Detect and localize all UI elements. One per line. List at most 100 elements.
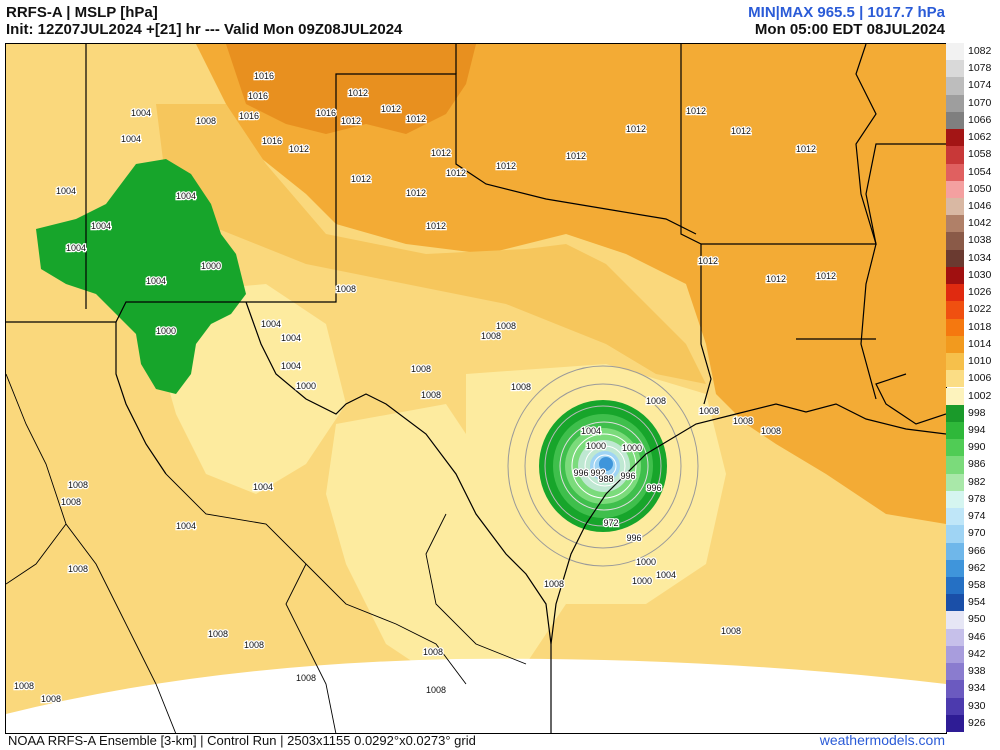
- colorbar-swatch: [946, 94, 964, 112]
- colorbar-swatch: [946, 628, 964, 646]
- colorbar-label: 994: [968, 423, 986, 436]
- colorbar-step: 1054: [946, 163, 1000, 181]
- colorbar-step: 986: [946, 456, 1000, 474]
- colorbar-step: 1058: [946, 146, 1000, 164]
- isobar-label: 1012: [289, 144, 309, 154]
- colorbar-step: 950: [946, 611, 1000, 629]
- colorbar-step: 1038: [946, 232, 1000, 250]
- isobar-label: 1016: [248, 91, 268, 101]
- isobar-label: 1008: [721, 626, 741, 636]
- colorbar-label: 954: [968, 596, 986, 609]
- isobar-label: 1000: [622, 443, 642, 453]
- colorbar-swatch: [946, 680, 964, 698]
- isobar-label: 1008: [421, 390, 441, 400]
- colorbar-step: 990: [946, 439, 1000, 457]
- isobar-label: 1004: [131, 108, 151, 118]
- colorbar-swatch: [946, 232, 964, 250]
- colorbar-swatch: [946, 163, 964, 181]
- isobar-label: 1012: [686, 106, 706, 116]
- colorbar-label: 1062: [968, 131, 992, 144]
- coastline: [550, 373, 946, 733]
- colorbar-swatch: [946, 249, 964, 267]
- colorbar-label: 1002: [968, 389, 992, 402]
- colorbar-step: 1050: [946, 180, 1000, 199]
- colorbar-swatch: [946, 198, 964, 216]
- colorbar-swatch: [946, 215, 964, 233]
- isobar-label: 1004: [176, 191, 196, 201]
- isobar-label: 1004: [253, 482, 273, 492]
- colorbar-swatch: [946, 60, 964, 78]
- isobar-label: 1004: [56, 186, 76, 196]
- isobar-label: 996: [626, 533, 641, 543]
- colorbar-swatch: [946, 43, 964, 61]
- isobar-label: 1008: [61, 497, 81, 507]
- isobar-label: 1008: [423, 647, 443, 657]
- isobar-label: 1008: [699, 406, 719, 416]
- colorbar-label: 998: [968, 406, 986, 419]
- domain-edge: [6, 658, 946, 733]
- colorbar-step: 1042: [946, 215, 1000, 233]
- colorbar-step: 1046: [946, 198, 1000, 216]
- colorbar-swatch: [946, 77, 964, 95]
- colorbar-step: 958: [946, 576, 1000, 595]
- colorbar-swatch: [946, 129, 964, 147]
- site-link[interactable]: weathermodels.com: [819, 732, 945, 748]
- colorbar-label: 962: [968, 561, 986, 574]
- isobar-label: 992: [590, 468, 605, 478]
- isobar-label: 1004: [281, 361, 301, 371]
- map-canvas: 1016 1016 1016 1016 1012 1012 1016 1012 1012 1012…: [6, 44, 946, 733]
- colorbar-step: 982: [946, 473, 1000, 491]
- colorbar-step: 994: [946, 421, 1000, 440]
- colorbar-label: 934: [968, 682, 986, 695]
- colorbar-step: 1066: [946, 111, 1000, 130]
- colorbar-swatch: [946, 335, 964, 354]
- colorbar-swatch: [946, 146, 964, 164]
- isobar-label: 1008: [244, 640, 264, 650]
- isobar-label: 1000: [632, 576, 652, 586]
- isobar-label: 1008: [761, 426, 781, 436]
- colorbar-label: 1046: [968, 200, 992, 213]
- colorbar-swatch: [946, 439, 964, 457]
- colorbar-step: 954: [946, 594, 1000, 612]
- colorbar-label: 1074: [968, 79, 992, 92]
- isobar-label: 1004: [146, 276, 166, 286]
- mexico-state-lines: [6, 373, 527, 733]
- colorbar-step: 1074: [946, 77, 1000, 95]
- colorbar-swatch: [946, 542, 964, 560]
- colorbar-swatch: [946, 490, 964, 509]
- isobar-label: 988: [598, 474, 613, 484]
- isobar-label: 1008: [41, 694, 61, 704]
- colorbar-step: 946: [946, 628, 1000, 646]
- colorbar-swatch: [946, 404, 964, 422]
- colorbar-label: 1070: [968, 96, 992, 109]
- colorbar-step: 962: [946, 559, 1000, 577]
- colorbar-label: 974: [968, 510, 986, 523]
- colorbar-swatch: [946, 576, 964, 595]
- local-time: Mon 05:00 EDT 08JUL2024: [754, 21, 945, 38]
- isobar-label: 1012: [626, 124, 646, 134]
- isobar-label: 1012: [426, 221, 446, 231]
- isobar-label: 1004: [176, 521, 196, 531]
- colorbar-label: 1014: [968, 337, 992, 350]
- colorbar-label: 1050: [968, 182, 992, 195]
- high-pressure-zone: [196, 44, 946, 524]
- colorbar-step: 1014: [946, 335, 1000, 354]
- isobar-label: 1012: [446, 168, 466, 178]
- colorbar-label: 1038: [968, 234, 992, 247]
- colorbar-label: 986: [968, 458, 986, 471]
- colorbar-label: 958: [968, 578, 986, 591]
- colorbar-swatch: [946, 111, 964, 130]
- colorbar-step: 1006: [946, 370, 1000, 388]
- colorbar-label: 1018: [968, 320, 992, 333]
- isobar-label: 1004: [281, 333, 301, 343]
- isobar-label: 1000: [201, 261, 221, 271]
- colorbar-step: 1010: [946, 353, 1000, 371]
- colorbar-label: 990: [968, 441, 986, 454]
- isobar-label: 1004: [261, 319, 281, 329]
- isobar-label: 1012: [406, 114, 426, 124]
- init-valid-line: Init: 12Z07JUL2024 +[21] hr --- Valid Mo…: [6, 21, 403, 38]
- isobar-label: 1012: [381, 104, 401, 114]
- colorbar-step: 1022: [946, 301, 1000, 319]
- colorbar-label: 930: [968, 699, 986, 712]
- colorbar-swatch: [946, 387, 964, 405]
